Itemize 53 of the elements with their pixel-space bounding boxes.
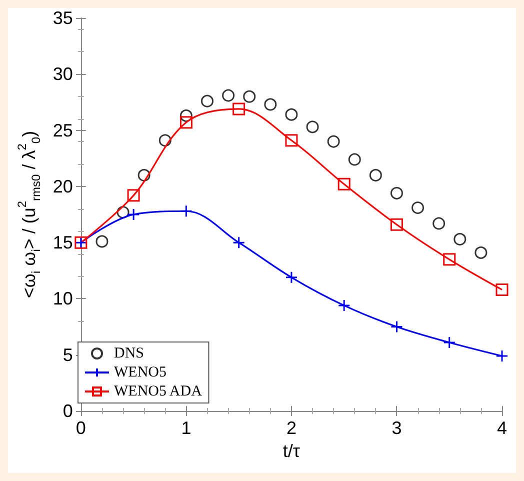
point	[390, 218, 403, 231]
point	[306, 120, 319, 134]
point	[348, 153, 361, 166]
point	[412, 202, 424, 214]
point	[180, 204, 192, 218]
point	[432, 217, 446, 230]
point	[180, 109, 192, 122]
legend-label: WENO5 ADA	[114, 384, 202, 400]
point	[127, 208, 140, 221]
x-tick-label: 2	[286, 418, 296, 438]
point	[285, 271, 298, 284]
point	[201, 94, 214, 108]
point	[138, 168, 150, 182]
point	[96, 235, 108, 248]
point	[443, 336, 456, 349]
point	[474, 246, 488, 259]
point	[390, 320, 403, 334]
x-tick-label: 0	[76, 418, 86, 438]
point	[243, 90, 256, 103]
point	[454, 232, 466, 246]
x-tick-label: 1	[181, 418, 192, 438]
point	[390, 186, 403, 200]
legend-label: DNS	[114, 346, 144, 362]
y-tick-label: 35	[52, 8, 73, 28]
point	[158, 134, 172, 147]
point	[338, 299, 350, 312]
point	[338, 178, 350, 190]
y-tick-label: 30	[52, 64, 73, 84]
point	[127, 189, 140, 202]
point	[369, 168, 382, 182]
x-axis-title: t/τ	[282, 440, 300, 461]
y-tick-label: 5	[62, 344, 73, 365]
point	[222, 89, 235, 102]
point	[285, 134, 298, 147]
y-tick-label: 10	[52, 288, 73, 309]
point	[327, 135, 340, 148]
point	[443, 253, 456, 266]
point	[232, 102, 246, 116]
text: <ωi ωi> / (u2rms0 / λ20)	[15, 130, 43, 298]
y-tick-label: 25	[52, 120, 73, 140]
legend-label: WENO5	[114, 364, 166, 380]
point	[496, 350, 508, 362]
point	[496, 283, 508, 296]
y-tick-label: 0	[62, 401, 73, 421]
point	[180, 116, 192, 129]
y-tick-label: 20	[52, 176, 73, 196]
point	[264, 98, 277, 111]
point	[285, 108, 298, 121]
x-tick-label: 3	[392, 418, 402, 438]
y-tick-label: 15	[52, 232, 73, 253]
point	[116, 206, 130, 218]
x-tick-label: 4	[496, 418, 508, 438]
point	[232, 236, 246, 249]
